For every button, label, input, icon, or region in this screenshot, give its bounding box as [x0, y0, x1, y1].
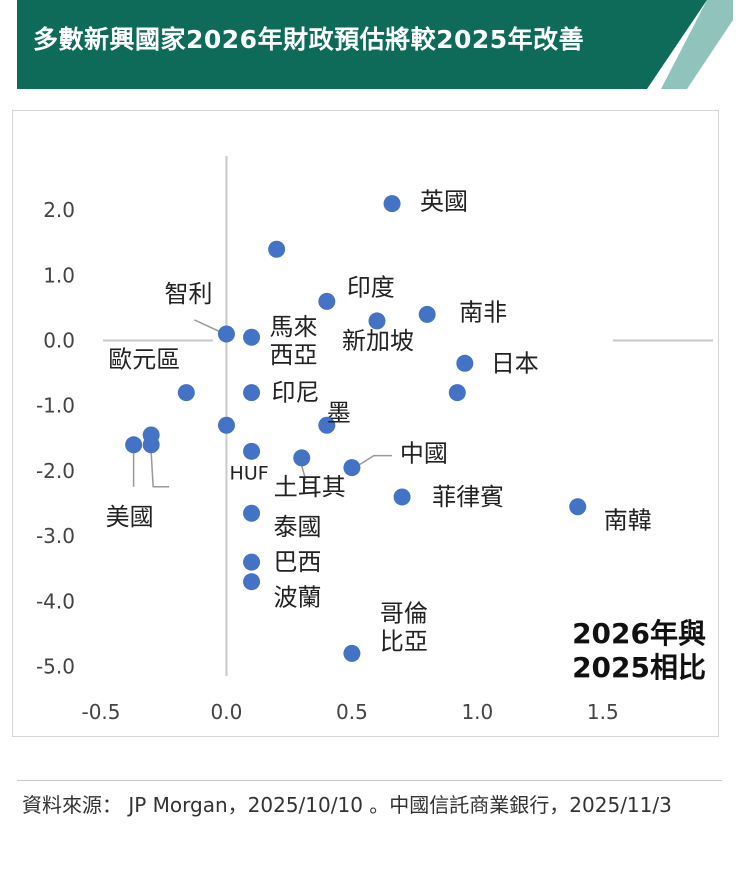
x-tick-label: 1.5: [587, 700, 619, 724]
leader-line: [357, 454, 392, 467]
point-label: 英國: [420, 188, 468, 216]
data-point: [177, 384, 195, 402]
data-point: [318, 292, 336, 310]
leader-line: [150, 452, 170, 488]
data-point: [318, 416, 336, 434]
data-point: [456, 354, 474, 372]
y-tick-label: -3.0: [36, 524, 75, 548]
source-note: 資料來源： JP Morgan，2025/10/10 。中國信託商業銀行，202…: [22, 793, 672, 817]
point-label: 土耳其: [274, 473, 346, 501]
header-band: [17, 0, 707, 89]
data-point: [393, 488, 411, 506]
data-point: [243, 328, 261, 346]
point-label: 墨: [327, 399, 351, 427]
point-label: 美國: [106, 503, 154, 531]
point-label: 印尼: [272, 379, 320, 407]
page-title: 多數新興國家2026年財政預估將較2025年改善: [33, 25, 585, 54]
chart-panel: 2.0 1.0 0.0 -1.0 -2.0 -3.0 -4.0 -5.0 -0.5 0.0 0.5 1…: [12, 110, 719, 737]
point-label: 歐元區: [108, 346, 180, 374]
point-label: 中國: [400, 440, 448, 468]
data-point: [383, 195, 401, 213]
data-point: [368, 312, 386, 330]
data-point: [243, 573, 261, 591]
data-point: [293, 449, 311, 467]
x-tick-label: 1.0: [461, 700, 493, 724]
header-stripe: [661, 0, 733, 89]
data-point: [243, 504, 261, 522]
y-tick-label: -2.0: [36, 459, 75, 483]
y-tick-label: -5.0: [36, 654, 75, 678]
data-point: [418, 305, 436, 323]
data-point: [569, 498, 587, 516]
divider: [17, 780, 722, 781]
point-label: 馬來西亞: [270, 313, 318, 369]
data-point: [243, 384, 261, 402]
y-tick-label: 1.0: [43, 263, 75, 287]
point-label: HUF: [230, 462, 269, 484]
point-label: 日本: [491, 349, 539, 377]
point-label: 泰國: [274, 513, 322, 541]
data-point: [343, 459, 361, 477]
data-point: [125, 436, 143, 454]
x-tick-label: 0.0: [211, 700, 243, 724]
point-label: 南非: [459, 298, 507, 326]
y-tick-label: -1.0: [36, 394, 75, 418]
chart-annotation: 2026年與 2025相比: [572, 617, 706, 684]
y-tick-label: 2.0: [43, 198, 75, 222]
point-label: 智利: [164, 280, 212, 308]
leader-line: [194, 319, 221, 333]
header-banner: 多數新興國家2026年財政預估將較2025年改善: [17, 0, 733, 89]
leader-line: [301, 465, 307, 481]
data-point: [343, 644, 361, 662]
data-point: [268, 240, 286, 258]
point-label: 巴西: [274, 548, 322, 576]
data-point: [243, 553, 261, 571]
data-point: [217, 325, 235, 343]
point-label: 哥倫比亞: [380, 599, 428, 655]
x-tick-label: -0.5: [81, 700, 120, 724]
header-background: [17, 0, 733, 89]
data-point: [142, 436, 160, 454]
data-point: [217, 416, 235, 434]
point-label: 波蘭: [274, 584, 322, 612]
data-point: [243, 442, 261, 460]
data-point: [448, 384, 466, 402]
point-label: 新加坡: [342, 327, 414, 355]
y-tick-label: -4.0: [36, 589, 75, 613]
x-tick-label: 0.5: [336, 700, 368, 724]
scatter-chart: 2.0 1.0 0.0 -1.0 -2.0 -3.0 -4.0 -5.0-0.5 0.0 0.5 1…: [36, 156, 713, 724]
y-tick-label: 0.0: [43, 328, 75, 352]
point-label: 南韓: [604, 507, 652, 535]
point-label: 印度: [347, 273, 395, 301]
point-label: 菲律賓: [432, 483, 504, 511]
